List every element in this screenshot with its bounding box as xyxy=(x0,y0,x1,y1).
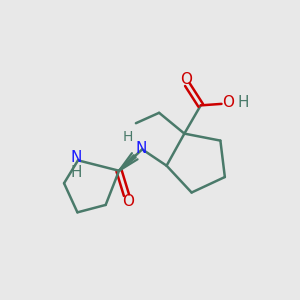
Text: O: O xyxy=(222,95,234,110)
Text: H: H xyxy=(71,165,82,180)
Text: H: H xyxy=(238,95,249,110)
Text: O: O xyxy=(180,72,192,87)
Text: O: O xyxy=(122,194,134,208)
Text: N: N xyxy=(71,151,82,166)
Text: H: H xyxy=(122,130,133,144)
Text: N: N xyxy=(135,141,146,156)
